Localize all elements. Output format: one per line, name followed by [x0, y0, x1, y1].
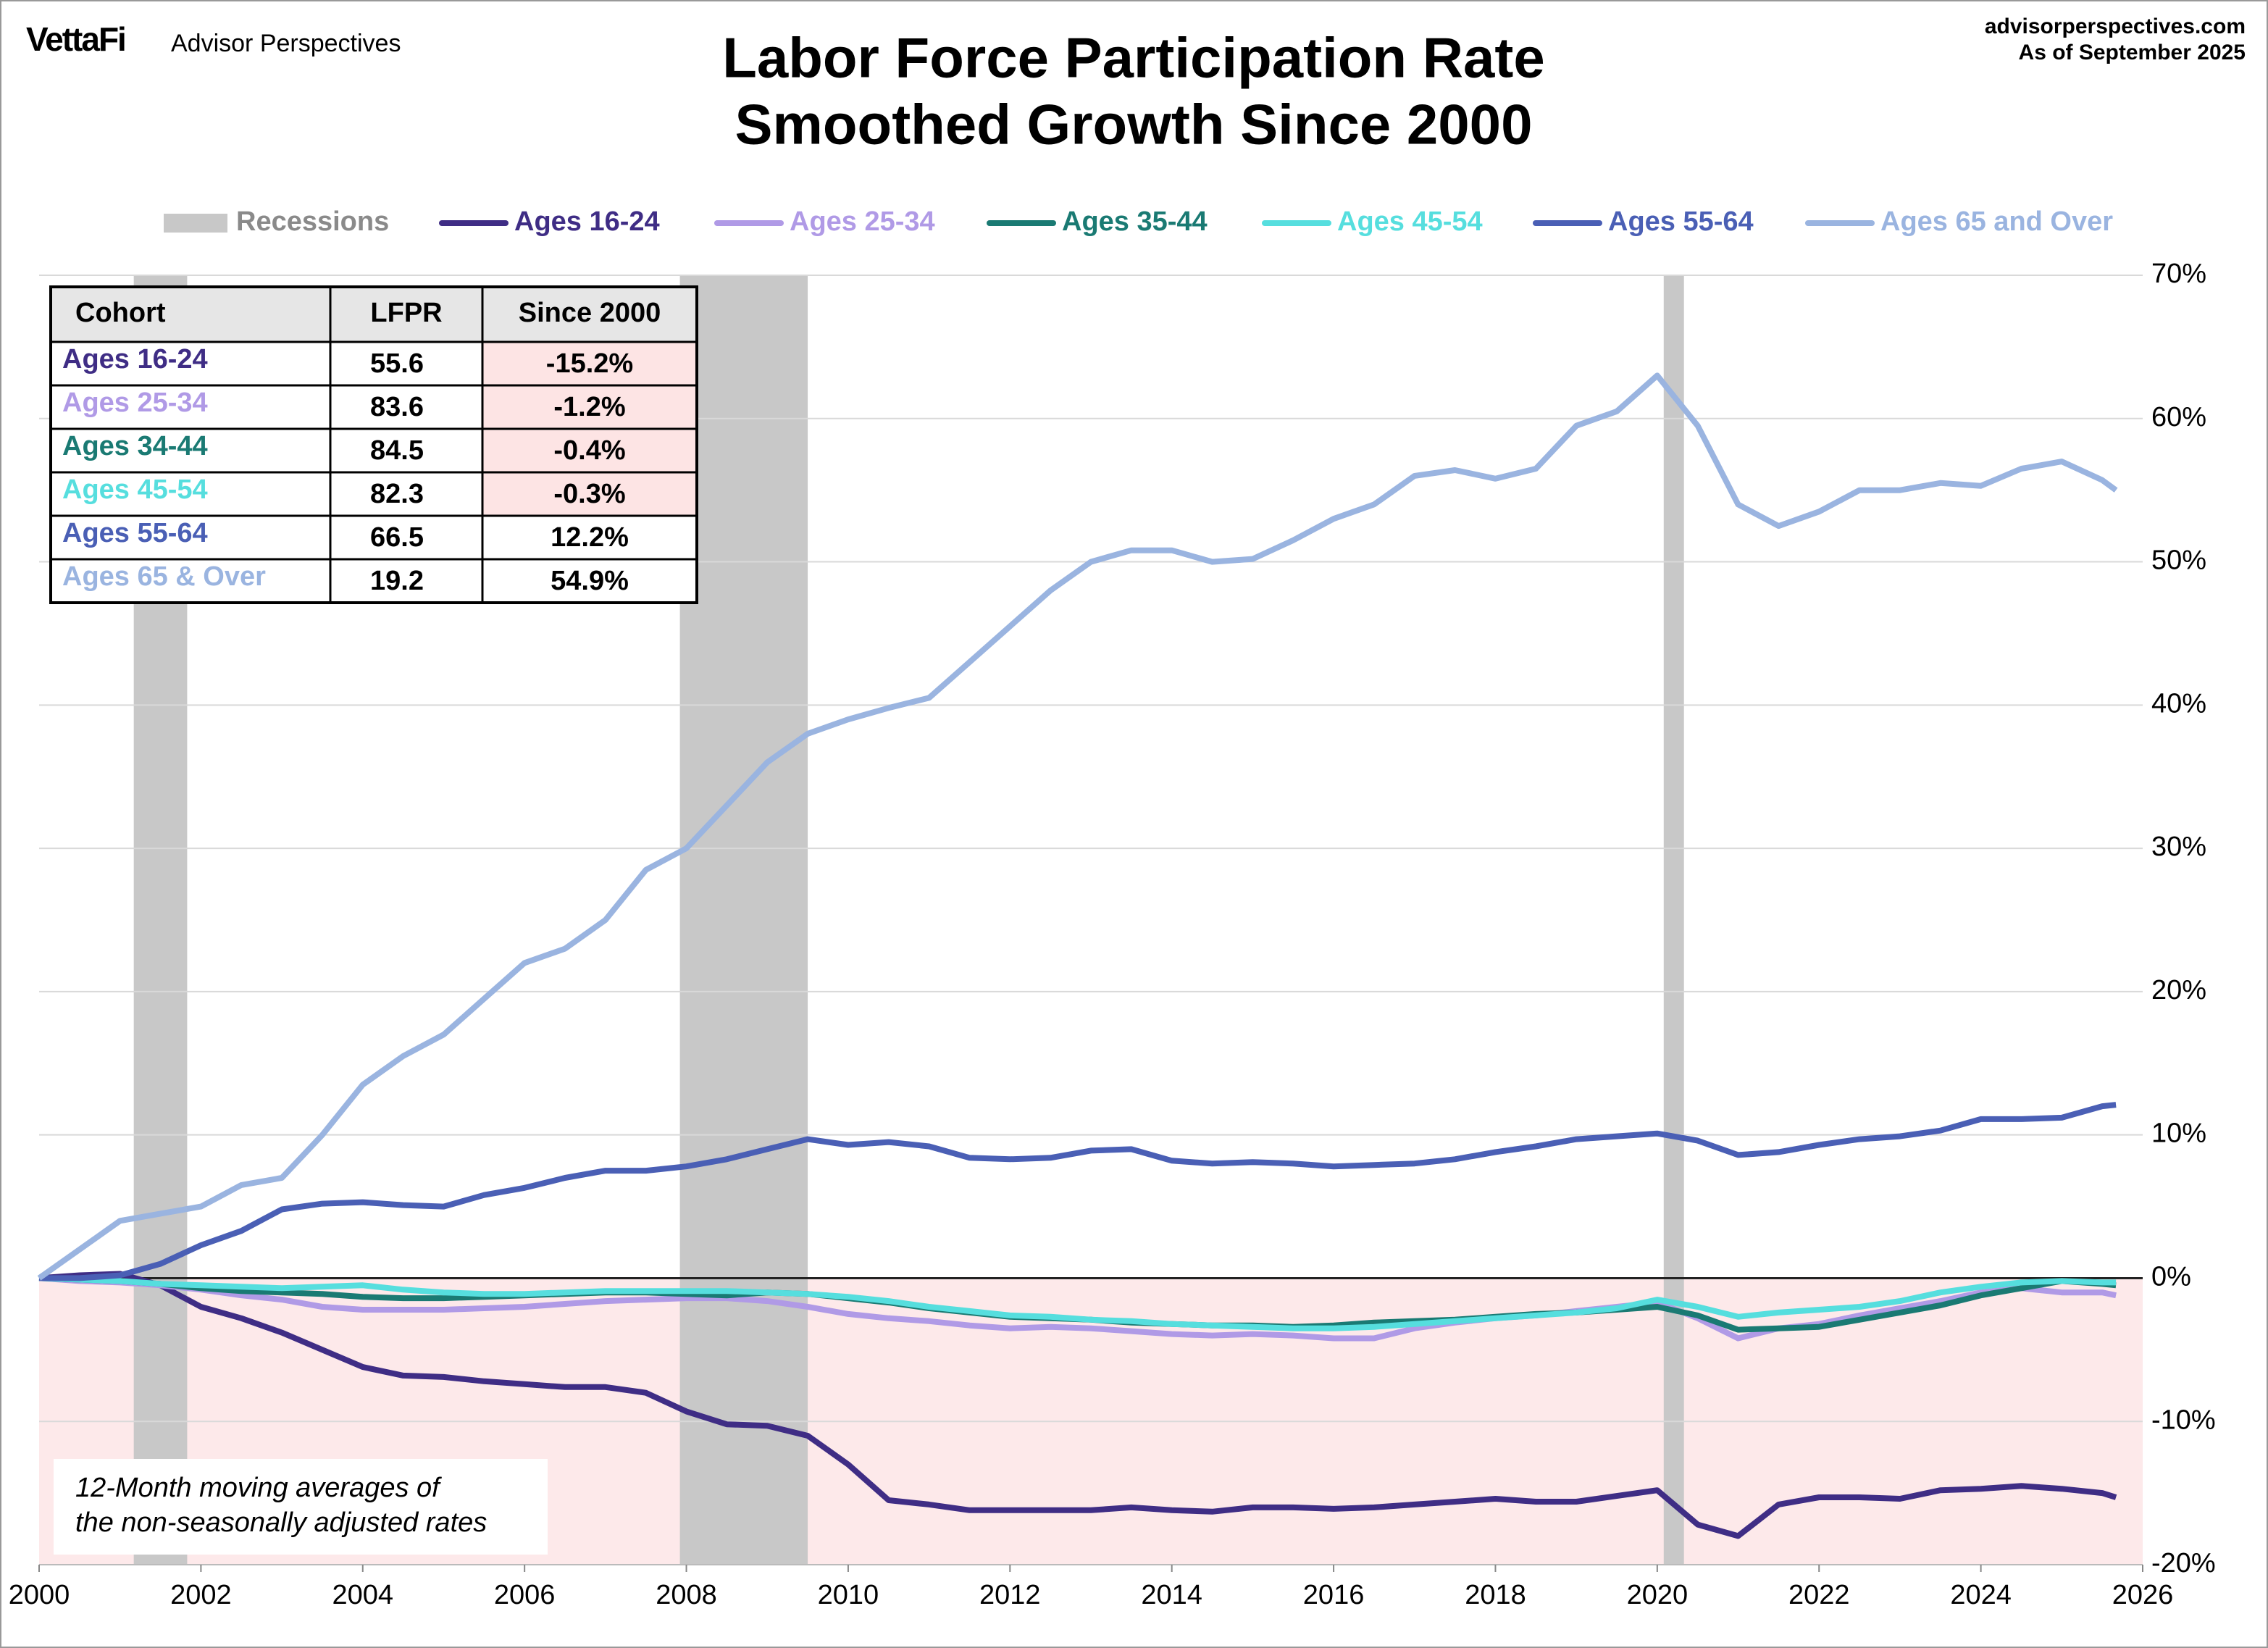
legend-label: Ages 65 and Over — [1880, 206, 2113, 237]
series-line — [37, 372, 2118, 1281]
chart-title: Smoothed Growth Since 2000 — [735, 93, 1533, 156]
x-tick-label: 2012 — [979, 1580, 1041, 1610]
table-cohort: Ages 25-34 — [62, 388, 208, 418]
series-line — [38, 1275, 2117, 1331]
y-tick-label: 50% — [2151, 545, 2206, 576]
table-row-bg — [51, 516, 697, 559]
table-cohort: Ages 16-24 — [62, 344, 208, 375]
x-tick-label: 2002 — [170, 1580, 232, 1610]
table-cell: -15.2% — [546, 348, 633, 379]
table-header: Cohort — [75, 298, 166, 328]
x-tick-label: 2004 — [332, 1580, 393, 1610]
table-cohort: Ages 65 & Over — [62, 561, 266, 592]
table-cohort: Ages 55-64 — [62, 518, 208, 548]
legend-label: Ages 55-64 — [1608, 206, 1754, 237]
table-cell-bg — [482, 429, 697, 472]
y-tick-label: 20% — [2151, 975, 2206, 1005]
table-cell: 82.3 — [370, 479, 424, 509]
brand: VettaFi — [26, 20, 125, 58]
table-cell-bg — [482, 342, 697, 385]
table-cell: 19.2 — [370, 566, 424, 596]
y-tick-label: 10% — [2151, 1118, 2206, 1149]
publisher: Advisor Perspectives — [171, 30, 401, 57]
table-cell: 55.6 — [370, 348, 424, 379]
y-tick-label: 30% — [2151, 832, 2206, 862]
table-cell: 12.2% — [551, 522, 629, 553]
table-row-bg — [51, 559, 697, 603]
table-header-bg — [51, 287, 697, 342]
y-tick-label: 60% — [2151, 402, 2206, 432]
recession — [1663, 275, 1684, 1565]
legend-label: Ages 25-34 — [790, 206, 935, 237]
y-tick-label: 70% — [2151, 259, 2206, 289]
table-cell: -0.4% — [553, 435, 625, 466]
table-cell: -0.3% — [553, 479, 625, 509]
x-tick-label: 2016 — [1303, 1580, 1365, 1610]
y-tick-label: -10% — [2151, 1405, 2216, 1435]
legend-label: Ages 45-54 — [1337, 206, 1483, 237]
site: advisorperspectives.com — [1985, 14, 2246, 38]
y-tick-label: 0% — [2151, 1261, 2191, 1292]
table-border — [49, 285, 698, 604]
y-tick-label: 40% — [2151, 688, 2206, 719]
x-tick-label: 2018 — [1465, 1580, 1526, 1610]
series-line — [39, 1102, 2117, 1281]
table-cell: 84.5 — [370, 435, 424, 466]
table-cell: 54.9% — [551, 566, 629, 596]
table-cell-bg — [482, 385, 697, 429]
note: 12-Month moving averages of — [75, 1473, 442, 1503]
table-header: Since 2000 — [519, 298, 661, 328]
y-tick-label: -20% — [2151, 1548, 2216, 1578]
table-header: LFPR — [370, 298, 442, 328]
series-line — [38, 1271, 2117, 1539]
x-tick-label: 2010 — [818, 1580, 879, 1610]
legend-label: Ages 35-44 — [1062, 206, 1208, 237]
table-cell: -1.2% — [553, 392, 625, 422]
x-tick-label: 2024 — [1950, 1580, 2012, 1610]
note-box — [54, 1459, 548, 1555]
x-tick-label: 2000 — [9, 1580, 70, 1610]
legend-label: Ages 16-24 — [514, 206, 660, 237]
date: As of September 2025 — [2019, 41, 2246, 64]
x-tick-label: 2008 — [656, 1580, 717, 1610]
note: the non-seasonally adjusted rates — [75, 1507, 487, 1538]
legend-label: Recessions — [236, 206, 389, 237]
table-cell: 66.5 — [370, 522, 424, 553]
x-tick-label: 2022 — [1788, 1580, 1850, 1610]
table-cell: 83.6 — [370, 392, 424, 422]
table-cohort: Ages 45-54 — [62, 474, 208, 505]
x-tick-label: 2006 — [494, 1580, 556, 1610]
table-cohort: Ages 34-44 — [62, 431, 208, 461]
x-tick-label: 2026 — [2112, 1580, 2174, 1610]
x-tick-label: 2020 — [1627, 1580, 1689, 1610]
table-cell-bg — [482, 472, 697, 516]
chart-title: Labor Force Participation Rate — [722, 26, 1545, 90]
recession — [679, 275, 808, 1565]
x-tick-label: 2014 — [1141, 1580, 1202, 1610]
